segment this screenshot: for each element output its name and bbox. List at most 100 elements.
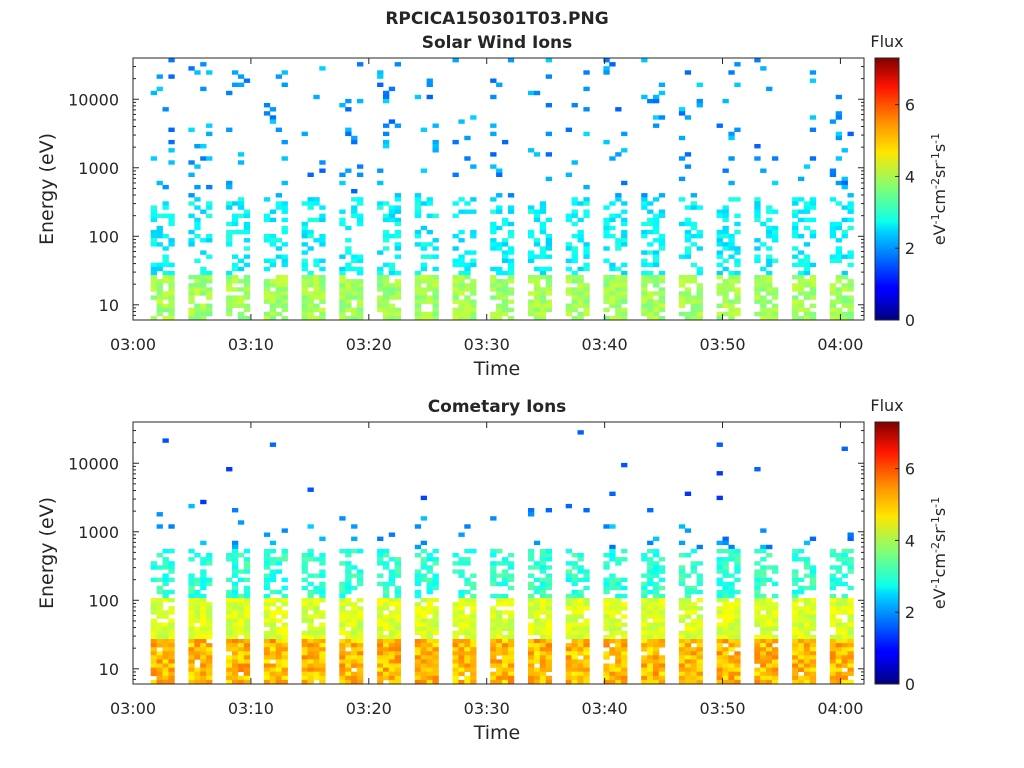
- spectrogram-cell: [545, 581, 552, 587]
- spectrogram-cell: [835, 258, 842, 263]
- spectrogram-cell: [357, 98, 364, 104]
- spectrogram-cell: [502, 593, 509, 599]
- spectrogram-cell: [829, 585, 837, 591]
- spectrogram-cell: [577, 266, 584, 272]
- spectrogram-cell: [319, 557, 326, 562]
- spectrogram-cell: [641, 193, 648, 198]
- spectrogram-cell: [678, 679, 686, 685]
- spectrogram-cell: [603, 205, 610, 210]
- spectrogram-cell: [603, 139, 610, 145]
- spectrogram-cell: [772, 258, 779, 263]
- spectrogram-cell: [414, 606, 422, 611]
- spectrogram-cell: [458, 307, 465, 313]
- spectrogram-cell: [194, 647, 201, 652]
- spectrogram-cell: [496, 610, 503, 615]
- spectrogram-cell: [678, 602, 686, 607]
- spectrogram-cell: [426, 639, 433, 644]
- spectrogram-cell: [156, 614, 163, 619]
- spectrogram-cell: [377, 671, 384, 677]
- spectrogram-cell: [237, 647, 245, 652]
- spectrogram-cell: [206, 156, 213, 161]
- spectrogram-cell: [792, 598, 799, 603]
- spectrogram-cell: [458, 598, 465, 603]
- spectrogram-cell: [835, 643, 842, 648]
- spectrogram-cell: [716, 610, 723, 615]
- spectrogram-cell: [226, 671, 233, 677]
- spectrogram-cell: [394, 234, 401, 239]
- spectrogram-cell: [728, 573, 735, 578]
- spectrogram-cell: [734, 663, 741, 668]
- spectrogram-cell: [383, 647, 390, 652]
- spectrogram-cell: [533, 152, 541, 157]
- spectrogram-cell: [281, 295, 288, 300]
- spectrogram-cell: [803, 610, 811, 615]
- spectrogram-cell: [641, 287, 648, 292]
- spectrogram-cell: [766, 671, 773, 677]
- spectrogram-cell: [690, 630, 697, 636]
- spectrogram-cell: [319, 307, 326, 313]
- spectrogram-cell: [754, 610, 761, 615]
- spectrogram-cell: [383, 311, 390, 317]
- spectrogram-cell: [658, 291, 666, 296]
- spectrogram-cell: [621, 295, 628, 300]
- spectrogram-cell: [565, 573, 572, 578]
- spectrogram-cell: [798, 667, 805, 672]
- spectrogram-cell: [690, 299, 697, 304]
- spectrogram-cell: [722, 630, 729, 636]
- spectrogram-cell: [684, 663, 692, 668]
- spectrogram-cell: [263, 311, 271, 317]
- spectrogram-cell: [678, 667, 686, 672]
- spectrogram-cell: [647, 630, 654, 636]
- spectrogram-cell: [809, 659, 817, 664]
- spectrogram-cell: [243, 283, 251, 288]
- spectrogram-cell: [571, 589, 578, 595]
- spectrogram-cell: [809, 655, 817, 660]
- spectrogram-cell: [168, 303, 175, 308]
- spectrogram-cell: [420, 127, 427, 132]
- spectrogram-cell: [458, 626, 465, 632]
- spectrogram-cell: [394, 209, 401, 214]
- spectrogram-cell: [414, 209, 422, 214]
- spectrogram-cell: [609, 602, 616, 607]
- spectrogram-cell: [281, 626, 288, 632]
- spectrogram-cell: [539, 675, 547, 681]
- spectrogram-cell: [841, 205, 848, 210]
- spectrogram-cell: [766, 246, 773, 251]
- spectrogram-cell: [351, 295, 358, 300]
- spectrogram-cell: [621, 283, 628, 288]
- spectrogram-cell: [571, 103, 578, 108]
- spectrogram-cell: [533, 647, 541, 652]
- spectrogram-cell: [507, 663, 515, 668]
- spectrogram-cell: [490, 279, 497, 284]
- spectrogram-cell: [528, 630, 535, 636]
- spectrogram-cell: [641, 234, 648, 239]
- spectrogram-cell: [545, 565, 552, 570]
- spectrogram-cell: [394, 659, 401, 664]
- spectrogram-cell: [803, 540, 811, 546]
- spectrogram-cell: [414, 667, 422, 672]
- spectrogram-cell: [647, 303, 654, 308]
- spectrogram-cell: [565, 275, 572, 280]
- spectrogram-cell: [237, 651, 245, 656]
- spectrogram-cell: [803, 651, 811, 656]
- spectrogram-cell: [615, 593, 622, 599]
- spectrogram-cell: [206, 295, 213, 300]
- spectrogram-cell: [803, 311, 811, 317]
- spectrogram-cell: [809, 639, 817, 644]
- spectrogram-cell: [243, 238, 251, 243]
- spectrogram-cell: [615, 557, 622, 562]
- spectrogram-cell: [565, 651, 572, 656]
- spectrogram-cell: [263, 671, 271, 677]
- spectrogram-cell: [641, 630, 648, 636]
- spectrogram-cell: [615, 213, 622, 218]
- spectrogram-cell: [696, 283, 703, 288]
- spectrogram-cell: [464, 156, 471, 161]
- spectrogram-cell: [658, 659, 666, 664]
- spectrogram-cell: [496, 266, 503, 272]
- spectrogram-cell: [507, 679, 515, 685]
- spectrogram-cell: [502, 598, 509, 603]
- spectrogram-cell: [200, 675, 207, 681]
- spectrogram-cell: [464, 577, 471, 582]
- panel-solar-wind: Solar Wind Ions 03:00 03:10 03:20 03:30 03:4…: [36, 32, 949, 380]
- spectrogram-cell: [609, 315, 616, 321]
